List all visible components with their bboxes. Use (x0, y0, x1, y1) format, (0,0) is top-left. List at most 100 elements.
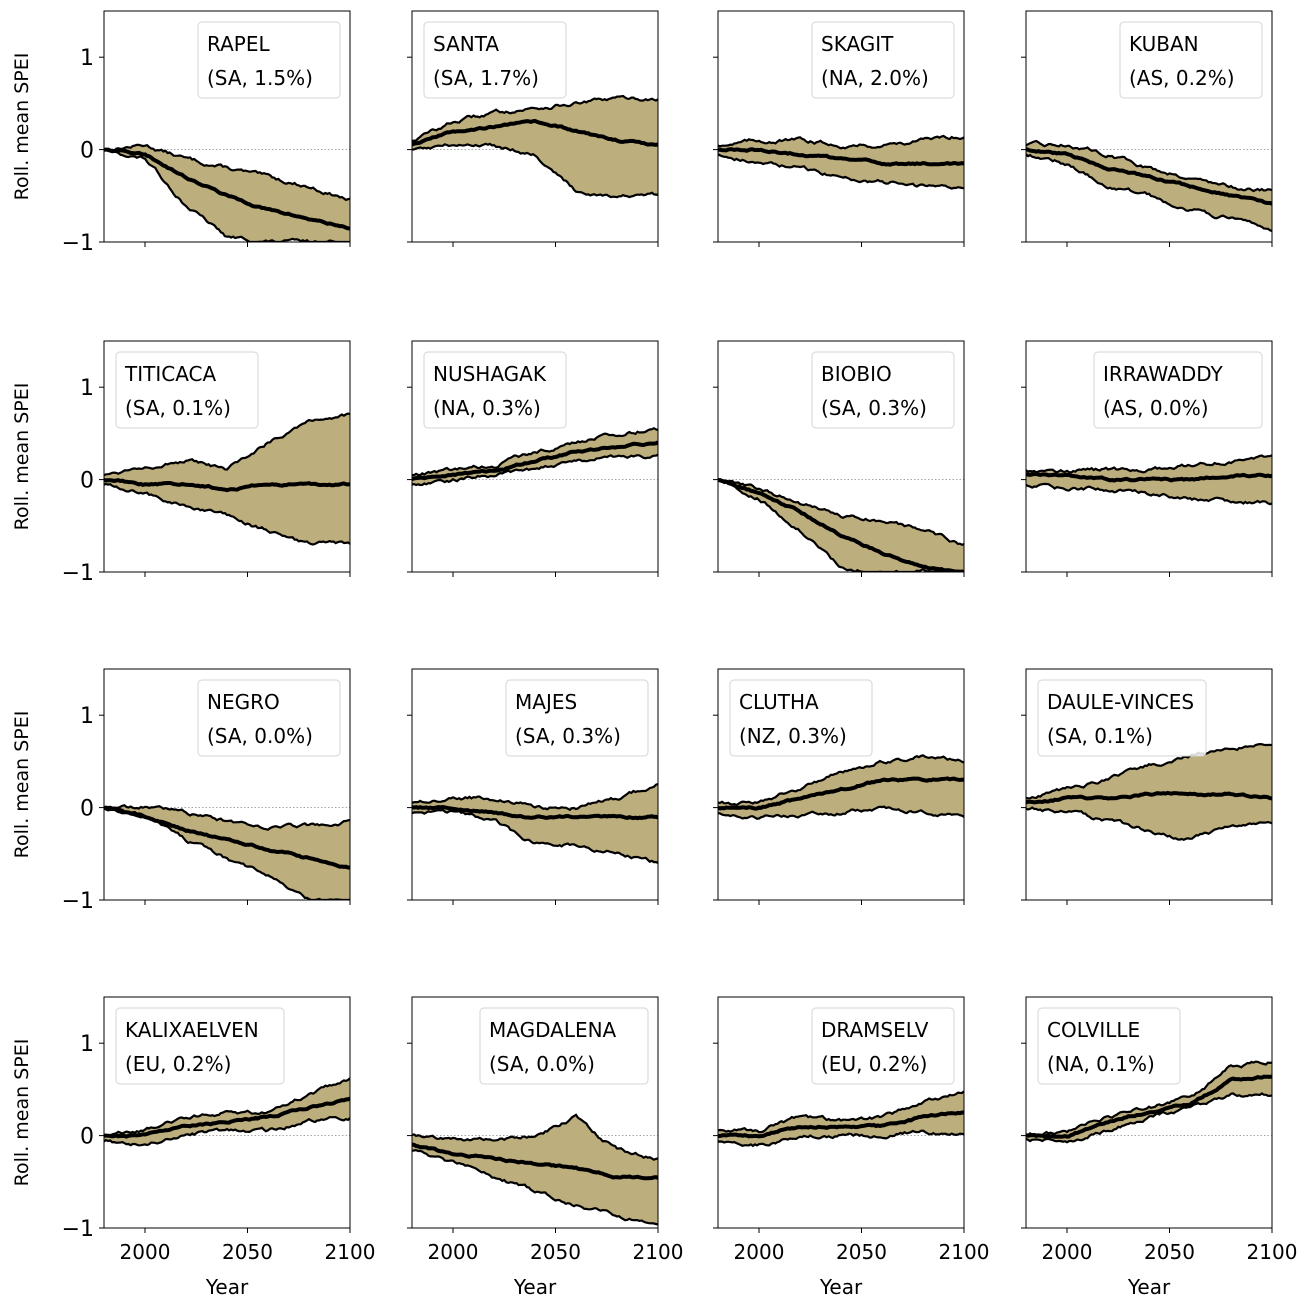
legend-basin-name: MAGDALENA (489, 1018, 617, 1042)
lower-bound-line (1026, 806, 1272, 842)
legend-basin-name: KUBAN (1129, 32, 1199, 56)
lower-bound-line (1026, 1092, 1272, 1144)
upper-bound-line (718, 478, 964, 547)
y-tick-label: −1 (62, 231, 94, 256)
legend-box (479, 1007, 649, 1085)
median-line (104, 805, 350, 870)
legend-box (811, 21, 955, 99)
lower-bound-line (1026, 153, 1272, 233)
panel-irrawaddy: IRRAWADDY (AS, 0.0%) (1021, 340, 1273, 577)
median-line (104, 477, 350, 493)
upper-bound-line (1026, 139, 1272, 193)
panel-plot-area (1026, 454, 1272, 506)
legend-basin-name: SKAGIT (821, 32, 894, 56)
panel-plot-area (412, 94, 658, 199)
legend-region-share: (AS, 0.0%) (1103, 396, 1209, 420)
legend-region-share: (NZ, 0.3%) (739, 724, 847, 748)
legend-region-share: (SA, 0.3%) (515, 724, 621, 748)
legend-box (1037, 1007, 1181, 1085)
legend-box (115, 1007, 285, 1085)
upper-bound-line (104, 412, 350, 477)
panel-plot-area (412, 1113, 658, 1226)
upper-bound-line (1026, 1060, 1272, 1137)
median-line (718, 477, 964, 572)
x-tick-label: 2050 (222, 1240, 273, 1264)
upper-bound-line (104, 1077, 350, 1138)
panel-plot-area (718, 1090, 964, 1148)
legend-basin-name: DRAMSELV (821, 1018, 929, 1042)
legend-box (1037, 679, 1207, 757)
upper-bound-line (718, 134, 964, 150)
axes-frame (411, 340, 659, 573)
panel-plot-area (412, 783, 658, 864)
legend-basin-name: DAULE-VINCES (1047, 690, 1194, 714)
axes-frame (103, 340, 351, 573)
axes-frame (717, 668, 965, 901)
y-tick-label: 0 (80, 469, 94, 494)
legend-region-share: (SA, 0.0%) (489, 1052, 595, 1076)
y-tick-label: −1 (62, 889, 94, 914)
axes-frame (1025, 996, 1273, 1229)
legend-box (811, 351, 955, 429)
uncertainty-band (104, 805, 350, 900)
panel-magdalena: 2000 2050 2100 MAGDALENA (SA, 0.0%) Year (407, 996, 684, 1299)
legend-basin-name: IRRAWADDY (1103, 362, 1224, 386)
panel-plot-area (718, 134, 964, 190)
uncertainty-band (718, 135, 964, 189)
axes-frame (717, 996, 965, 1229)
x-axis-label: Year (513, 1275, 557, 1299)
legend-region-share: (AS, 0.2%) (1129, 66, 1235, 90)
panel-plot-area (718, 754, 964, 820)
legend-region-share: (NA, 0.1%) (1047, 1052, 1155, 1076)
legend-region-share: (SA, 0.3%) (821, 396, 927, 420)
uncertainty-band (1026, 744, 1272, 840)
x-tick-label: 2000 (734, 1240, 785, 1264)
median-line (718, 776, 964, 811)
panel-kuban: KUBAN (AS, 0.2%) (1021, 10, 1273, 247)
upper-bound-line (104, 804, 350, 831)
y-tick-label: 0 (80, 797, 94, 822)
x-axis-label: Year (205, 1275, 249, 1299)
x-tick-label: 2100 (939, 1240, 990, 1264)
panel-plot-area (1026, 1060, 1272, 1144)
axes-frame (1025, 668, 1273, 901)
legend-box (197, 679, 341, 757)
panel-santa: SANTA (SA, 1.7%) (407, 10, 659, 247)
y-axis-label: Roll. mean SPEI (11, 383, 33, 531)
uncertainty-band (412, 784, 658, 863)
panel-nushagak: NUSHAGAK (NA, 0.3%) (407, 340, 659, 577)
median-line (104, 1096, 350, 1139)
legend-basin-name: CLUTHA (739, 690, 819, 714)
panel-plot-area (412, 426, 658, 487)
panel-plot-area (1026, 742, 1272, 842)
uncertainty-band (1026, 1061, 1272, 1143)
legend-box (1093, 351, 1263, 429)
legend-box (729, 679, 873, 757)
x-tick-label: 2100 (633, 1240, 684, 1264)
axes-frame (717, 340, 965, 573)
upper-bound-line (718, 754, 964, 807)
uncertainty-band (412, 96, 658, 198)
y-axis-label: Roll. mean SPEI (11, 53, 33, 201)
axes-frame (717, 10, 965, 243)
y-tick-label: 0 (80, 1125, 94, 1150)
legend-region-share: (SA, 0.1%) (125, 396, 231, 420)
x-tick-label: 2100 (1247, 1240, 1298, 1264)
axes-frame (411, 996, 659, 1229)
upper-bound-line (104, 143, 350, 202)
uncertainty-band (1026, 141, 1272, 231)
uncertainty-band (104, 413, 350, 545)
lower-bound-line (718, 479, 964, 572)
panel-plot-area (104, 804, 350, 900)
panel-skagit: SKAGIT (NA, 2.0%) (713, 10, 965, 247)
y-tick-label: −1 (62, 1217, 94, 1242)
median-line (1026, 471, 1272, 483)
panel-daule-vinces: DAULE-VINCES (SA, 0.1%) (1021, 668, 1273, 905)
y-tick-label: −1 (62, 561, 94, 586)
legend-region-share: (EU, 0.2%) (125, 1052, 231, 1076)
legend-basin-name: COLVILLE (1047, 1018, 1140, 1042)
lower-bound-line (718, 153, 964, 190)
y-tick-label: 0 (80, 139, 94, 164)
panel-biobio: BIOBIO (SA, 0.3%) (713, 340, 965, 577)
lower-bound-line (104, 1115, 350, 1147)
